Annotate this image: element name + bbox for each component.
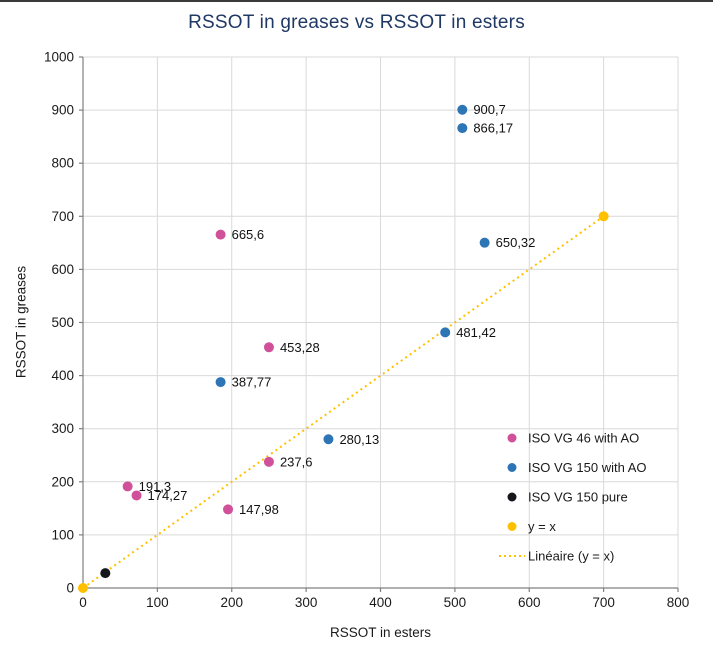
y-tick-label: 900 — [51, 103, 74, 118]
y-tick-label: 200 — [51, 474, 74, 489]
legend-item-lin-aire-y-x: Linéaire (y = x) — [499, 549, 614, 564]
x-tick-label: 300 — [295, 595, 318, 610]
point-iso-vg-150-with-ao-4 — [215, 377, 226, 388]
data-label: 900,7 — [473, 102, 506, 117]
x-tick-label: 100 — [146, 595, 169, 610]
legend-label: Linéaire (y = x) — [528, 549, 614, 564]
x-tick-label: 0 — [79, 595, 87, 610]
y-tick-label: 700 — [51, 209, 74, 224]
point-iso-vg-150-with-ao-5 — [323, 434, 334, 445]
x-tick-label: 600 — [518, 595, 541, 610]
y-tick-label: 300 — [51, 421, 74, 436]
point-y-x-0 — [78, 583, 88, 593]
y-tick-label: 600 — [51, 262, 74, 277]
point-iso-vg-150-with-ao-0 — [457, 104, 468, 115]
data-label: 147,98 — [239, 502, 279, 517]
legend-item-y-x: y = x — [507, 519, 556, 534]
y-tick-label: 0 — [66, 581, 74, 596]
top-rule — [0, 0, 713, 2]
data-label: 650,32 — [496, 235, 536, 250]
point-iso-vg-46-with-ao-2 — [215, 229, 226, 240]
x-tick-label: 700 — [592, 595, 615, 610]
x-tick-label: 800 — [667, 595, 690, 610]
x-tick-label: 400 — [369, 595, 392, 610]
legend-item-iso-vg-150-with-ao: ISO VG 150 with AO — [507, 460, 647, 475]
point-y-x-1 — [598, 211, 609, 222]
point-iso-vg-46-with-ao-4 — [263, 456, 274, 467]
y-tick-label: 100 — [51, 527, 74, 542]
point-iso-vg-46-with-ao-5 — [223, 504, 234, 515]
data-label: 174,27 — [148, 488, 188, 503]
point-iso-vg-150-with-ao-1 — [457, 123, 468, 134]
data-label: 665,6 — [232, 227, 265, 242]
legend-label: ISO VG 150 pure — [528, 490, 628, 505]
point-iso-vg-150-with-ao-2 — [479, 237, 490, 248]
point-iso-vg-150-with-ao-3 — [440, 327, 451, 338]
point-iso-vg-150-pure-0 — [100, 568, 111, 579]
y-tick-label: 1000 — [44, 50, 74, 65]
legend-label: ISO VG 46 with AO — [528, 431, 639, 446]
x-axis-title: RSSOT in esters — [329, 625, 432, 640]
data-label: 481,42 — [456, 325, 496, 340]
x-tick-label: 200 — [220, 595, 243, 610]
data-label: 280,13 — [339, 432, 379, 447]
data-label: 866,17 — [473, 121, 513, 136]
data-label: 387,77 — [232, 375, 272, 390]
legend-label: y = x — [528, 519, 556, 534]
x-tick-label: 500 — [444, 595, 467, 610]
legend-item-iso-vg-150-pure: ISO VG 150 pure — [507, 490, 628, 505]
data-label: 191,3 — [139, 479, 172, 494]
legend-marker-dot — [507, 522, 517, 531]
y-tick-label: 800 — [51, 156, 74, 171]
y-tick-label: 500 — [51, 315, 74, 330]
chart-title: RSSOT in greases vs RSSOT in esters — [188, 12, 525, 33]
legend-marker-dot — [507, 492, 517, 502]
point-iso-vg-46-with-ao-0 — [122, 481, 133, 492]
legend-marker-dot — [507, 463, 517, 472]
legend-label: ISO VG 150 with AO — [528, 460, 647, 475]
trendline-lin-aire-y-x — [82, 215, 605, 589]
legend-marker-dot — [507, 433, 517, 443]
legend-item-iso-vg-46-with-ao: ISO VG 46 with AO — [507, 431, 639, 446]
point-iso-vg-46-with-ao-3 — [263, 342, 274, 353]
y-tick-label: 400 — [51, 368, 74, 383]
y-axis-title: RSSOT in greases — [13, 265, 29, 379]
point-iso-vg-46-with-ao-1 — [131, 490, 142, 501]
data-label: 453,28 — [280, 340, 320, 355]
data-label: 237,6 — [280, 454, 313, 469]
